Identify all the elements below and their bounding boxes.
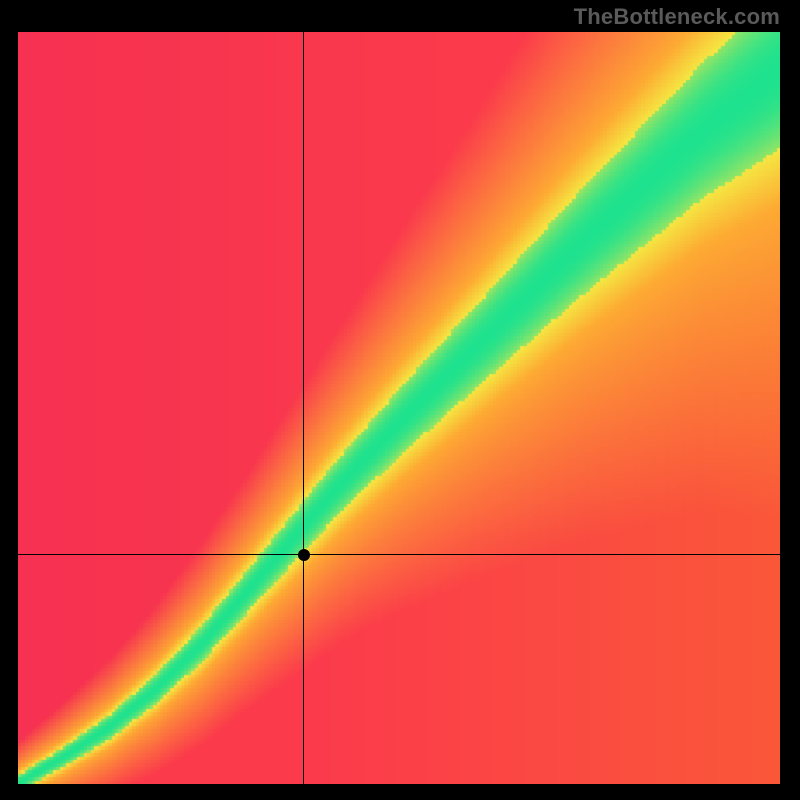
chart-container: TheBottleneck.com [0,0,800,800]
watermark-text: TheBottleneck.com [574,4,780,30]
plot-frame [18,32,780,784]
crosshair-horizontal [18,554,780,555]
crosshair-marker [298,549,310,561]
crosshair-vertical [303,32,304,784]
heatmap-canvas [18,32,780,784]
